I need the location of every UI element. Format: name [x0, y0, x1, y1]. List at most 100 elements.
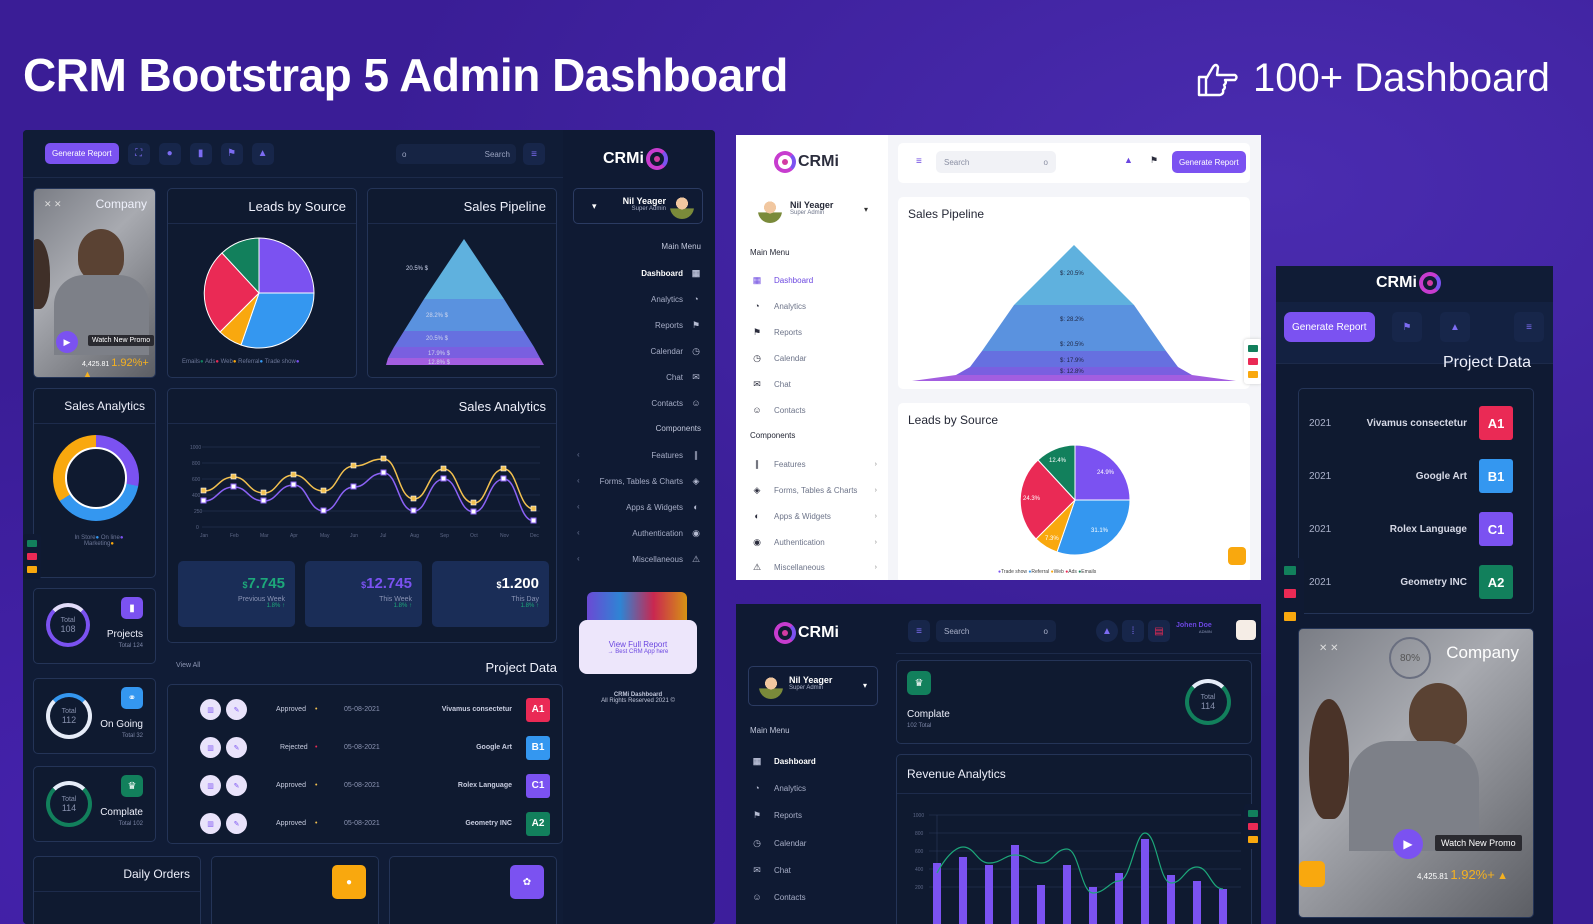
user-dropdown[interactable]: Nil Yeager Super Admin ▾ — [750, 193, 878, 229]
kpi-this-day: $1.200 This Day 1.8% ↑ — [432, 561, 549, 627]
user-add-icon: ☺ — [752, 892, 762, 902]
sidebar-item-calendar[interactable]: ◷ Calendar — [753, 353, 807, 363]
money-icon[interactable] — [1248, 810, 1258, 817]
sidebar-item-analytics[interactable]: ◔ Analytics — [752, 783, 806, 793]
search-input[interactable]: o Search — [396, 144, 516, 164]
sidebar-item-apps[interactable]: Apps & Widgets ◐ — [626, 502, 701, 512]
flag-icon[interactable]: ⚑ — [220, 142, 243, 165]
main-menu-label: Main Menu — [661, 242, 701, 251]
money-icon[interactable] — [1284, 566, 1296, 575]
delete-icon[interactable]: ▥ — [200, 775, 221, 796]
layers-icon[interactable] — [1284, 612, 1296, 621]
sidebar-item-miscellaneous[interactable]: Miscellaneous ⚠ — [632, 554, 701, 564]
crmi-logo[interactable]: CRMi — [603, 148, 668, 170]
menu-icon[interactable]: ≡ — [908, 620, 930, 642]
svg-text:20.5% $: 20.5% $ — [426, 336, 449, 342]
image-icon[interactable] — [1248, 823, 1258, 830]
bell-icon[interactable]: ▲ — [251, 142, 274, 165]
document-icon[interactable]: ▮ — [189, 142, 212, 165]
top-user[interactable]: Johen Doe Admin — [1176, 622, 1212, 634]
close-icon[interactable]: ✕ ✕ — [1319, 643, 1339, 654]
play-icon[interactable]: ▶ — [56, 331, 78, 353]
layers-icon[interactable] — [1248, 371, 1258, 378]
fullscreen-icon[interactable]: ⛶ — [127, 142, 150, 165]
floating-switcher[interactable] — [1244, 804, 1261, 849]
sidebar-item-reports[interactable]: ⚑ Reports — [752, 810, 803, 820]
generate-report-button[interactable]: Generate Report — [1172, 151, 1246, 173]
layers-icon[interactable] — [1228, 547, 1246, 565]
money-icon[interactable] — [1248, 345, 1258, 352]
sidebar-item-forms[interactable]: Forms, Tables & Charts ◈ — [599, 476, 700, 486]
floating-switcher[interactable] — [23, 534, 41, 579]
sidebar-item-reports[interactable]: ⚑ Reports — [752, 327, 803, 337]
menu-icon[interactable]: ≡ — [916, 156, 922, 167]
sidebar-item-features[interactable]: Features ∥ — [651, 450, 701, 460]
sidebar-item-chat[interactable]: ✉ Chat — [753, 379, 791, 389]
sidebar-item-apps[interactable]: ◐ Apps & Widgets › — [752, 511, 877, 521]
bell-icon[interactable]: ▲ — [1440, 312, 1470, 342]
menu-icon[interactable]: ≡ — [1514, 312, 1544, 342]
play-icon[interactable]: ▶ — [1393, 829, 1423, 859]
sidebar-item-reports[interactable]: Reports ⚑ — [654, 320, 701, 330]
sidebar-item-analytics[interactable]: Analytics ◔ — [651, 294, 701, 304]
sidebar-item-calendar[interactable]: ◷ Calendar — [753, 838, 807, 848]
sidebar-item-miscellaneous[interactable]: ⚠ Miscellaneous › — [752, 562, 877, 572]
edit-icon[interactable]: ✎ — [226, 813, 247, 834]
sidebar-item-analytics[interactable]: ◔ Analytics — [752, 301, 877, 311]
crmi-logo[interactable]: CRMi — [774, 151, 839, 173]
image-icon[interactable] — [27, 553, 37, 560]
view-full-report-button[interactable]: View Full Report — [608, 640, 668, 649]
floating-switcher[interactable] — [1244, 339, 1261, 384]
delete-icon[interactable]: ▥ — [200, 737, 221, 758]
edit-icon[interactable]: ✎ — [226, 737, 247, 758]
flag-icon[interactable]: ⚑ — [1150, 155, 1159, 165]
donut-legend: In Store● On line● Marketing● — [74, 535, 124, 547]
svg-text:800: 800 — [192, 461, 201, 467]
flag-icon[interactable]: ⚑ — [1392, 312, 1422, 342]
bell-icon[interactable]: ▲ — [1124, 155, 1133, 165]
sidebar-item-contacts[interactable]: ☺ Contacts — [752, 892, 806, 902]
crmi-logo[interactable]: CRMi — [1376, 272, 1441, 294]
watch-promo-label[interactable]: Watch New Promo — [1435, 835, 1522, 851]
menu-icon[interactable]: ≡ — [523, 143, 545, 165]
sidebar-item-calendar[interactable]: Calendar ◷ — [650, 346, 700, 356]
sidebar-item-chat[interactable]: Chat ✉ — [666, 372, 700, 382]
user-dropdown[interactable]: Nil Yeager Super Admin ▾ — [748, 666, 878, 706]
sidebar-footer: CRMi Dashboard All Rights Reserved 2021 … — [601, 692, 675, 704]
edit-icon[interactable]: ✎ — [226, 775, 247, 796]
apps-icon[interactable]: ⁞ — [1122, 620, 1144, 642]
money-icon[interactable] — [27, 540, 37, 547]
sidebar-item-dashboard[interactable]: ▦ Dashboard — [752, 275, 814, 285]
sidebar-item-forms[interactable]: ◈ Forms, Tables & Charts › — [753, 485, 877, 495]
sidebar-item-chat[interactable]: ✉ Chat — [753, 865, 791, 875]
flag-us-icon[interactable]: ▤ — [1148, 620, 1170, 642]
image-icon[interactable] — [1248, 358, 1258, 365]
floating-switcher[interactable] — [1276, 558, 1304, 629]
sidebar-item-contacts[interactable]: Contacts ☺ — [651, 398, 701, 408]
user-dropdown[interactable]: ▾ Nil Yeager Super Admin — [573, 188, 703, 224]
close-icon[interactable]: ✕ ✕ — [44, 199, 62, 209]
sidebar-item-authentication[interactable]: ◉ Authentication › — [753, 537, 877, 547]
delete-icon[interactable]: ▥ — [200, 813, 221, 834]
search-input[interactable]: Search o — [936, 620, 1056, 642]
edit-icon[interactable]: ✎ — [226, 699, 247, 720]
bell-icon[interactable]: ▲ — [1096, 620, 1118, 642]
search-input[interactable]: Search o — [936, 151, 1056, 173]
layers-icon[interactable] — [27, 566, 37, 573]
generate-report-button[interactable]: Generate Report — [45, 143, 119, 164]
table-row: ▥ ✎ Rejected • 05-08-2021 Google Art B1 — [168, 729, 562, 766]
layers-icon[interactable] — [1248, 836, 1258, 843]
chat-icon[interactable]: ● — [158, 142, 181, 165]
sidebar-item-dashboard[interactable]: Dashboard ▦ — [641, 268, 701, 278]
crmi-logo[interactable]: CRMi — [774, 622, 839, 644]
view-all-link[interactable]: View All — [176, 662, 201, 669]
delete-icon[interactable]: ▥ — [200, 699, 221, 720]
sidebar-item-authentication[interactable]: Authentication ◉ — [632, 528, 700, 538]
watch-promo-label[interactable]: Watch New Promo — [88, 335, 155, 346]
sidebar-item-features[interactable]: ∥ Features › — [752, 459, 877, 470]
generate-report-button[interactable]: Generate Report — [1284, 312, 1375, 342]
sidebar-item-dashboard[interactable]: ▦ Dashboard — [752, 756, 816, 766]
sidebar-item-contacts[interactable]: ☺ Contacts — [752, 405, 806, 415]
layers-icon[interactable] — [1299, 861, 1325, 887]
image-icon[interactable] — [1284, 589, 1296, 598]
